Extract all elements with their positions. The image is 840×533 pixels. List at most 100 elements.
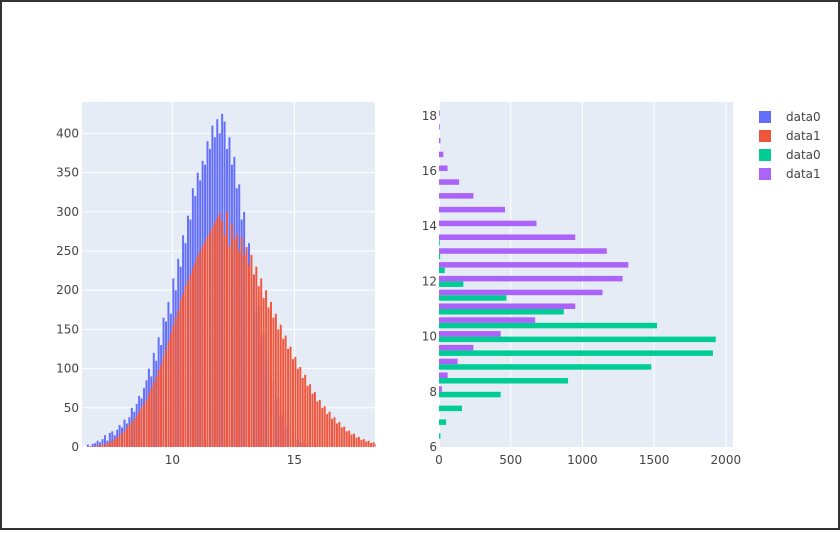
bar-data1[interactable]	[99, 445, 102, 447]
bar-data1[interactable]	[208, 232, 211, 447]
bar-data1[interactable]	[367, 440, 370, 447]
bar-data1[interactable]	[174, 317, 177, 447]
bar-data1[interactable]	[331, 418, 334, 447]
bar-data1[interactable]	[355, 437, 358, 447]
legend[interactable]: data0 data1 data0 data1	[759, 110, 821, 181]
bar-data1[interactable]	[306, 385, 309, 447]
bar-data1[interactable]	[213, 222, 216, 447]
legend-item-data1-red[interactable]: data1	[759, 129, 821, 143]
hbar-data1[interactable]	[439, 206, 505, 213]
hbar-data0[interactable]	[439, 405, 462, 412]
bar-data1[interactable]	[111, 440, 114, 447]
bar-data1[interactable]	[143, 403, 145, 447]
bar-data1[interactable]	[194, 261, 197, 447]
bar-data1[interactable]	[177, 309, 180, 447]
bar-data1[interactable]	[189, 274, 192, 448]
bar-data1[interactable]	[233, 239, 236, 447]
hbar-data1[interactable]	[439, 386, 442, 392]
bar-data1[interactable]	[372, 442, 375, 447]
bar-data1[interactable]	[262, 298, 265, 447]
bar-data1[interactable]	[218, 213, 221, 447]
hbar-data0[interactable]	[439, 309, 564, 315]
bar-data1[interactable]	[350, 434, 353, 447]
bar-data1[interactable]	[265, 290, 268, 447]
bar-data1[interactable]	[357, 436, 360, 447]
bar-data1[interactable]	[128, 425, 131, 447]
bar-data1[interactable]	[133, 418, 136, 447]
bar-data1[interactable]	[96, 445, 99, 447]
bar-data1[interactable]	[118, 435, 121, 447]
hbar-data1[interactable]	[439, 124, 440, 130]
bar-data0[interactable]	[111, 431, 114, 447]
bar-data1[interactable]	[240, 236, 243, 447]
bar-data1[interactable]	[138, 411, 141, 447]
hbar-data0[interactable]	[439, 281, 464, 287]
hbar-data1[interactable]	[439, 289, 603, 296]
bar-data1[interactable]	[272, 317, 275, 447]
bar-data0[interactable]	[101, 439, 104, 447]
bar-data1[interactable]	[201, 246, 204, 447]
bar-data1[interactable]	[340, 427, 343, 447]
hbar-data0[interactable]	[439, 295, 507, 301]
bar-data1[interactable]	[121, 432, 124, 447]
bar-data1[interactable]	[191, 268, 194, 447]
hbar-data1[interactable]	[439, 317, 536, 323]
bar-data1[interactable]	[223, 235, 226, 447]
bar-data1[interactable]	[167, 341, 170, 447]
hbar-data0[interactable]	[439, 336, 716, 343]
hbar-data1[interactable]	[439, 303, 576, 309]
bar-data1[interactable]	[333, 417, 336, 447]
bar-data1[interactable]	[282, 338, 285, 447]
hbar-data1[interactable]	[439, 248, 607, 254]
bar-data1[interactable]	[318, 399, 321, 447]
bar-data1[interactable]	[284, 335, 287, 447]
bar-data1[interactable]	[204, 241, 207, 447]
bar-data1[interactable]	[160, 364, 163, 447]
bar-data1[interactable]	[274, 313, 277, 447]
bar-data1[interactable]	[245, 247, 248, 447]
bar-data1[interactable]	[228, 247, 231, 447]
bar-data1[interactable]	[211, 227, 214, 447]
bar-data1[interactable]	[360, 439, 363, 447]
hbar-data0[interactable]	[439, 364, 652, 370]
bar-data1[interactable]	[362, 439, 365, 447]
bar-data1[interactable]	[113, 439, 116, 447]
bar-data1[interactable]	[248, 265, 250, 447]
hbar-data0[interactable]	[439, 419, 447, 425]
hbar-data1[interactable]	[439, 262, 629, 268]
bar-data1[interactable]	[267, 307, 270, 447]
bar-data1[interactable]	[116, 437, 119, 447]
bar-data1[interactable]	[152, 382, 155, 447]
legend-item-data0-green[interactable]: data0	[759, 148, 821, 162]
hbar-data1[interactable]	[439, 275, 623, 282]
bar-data1[interactable]	[179, 299, 182, 447]
bar-data1[interactable]	[291, 359, 294, 447]
bar-data1[interactable]	[221, 221, 224, 447]
bar-data1[interactable]	[103, 444, 106, 447]
hbar-data0[interactable]	[439, 391, 501, 398]
hbar-data0[interactable]	[439, 433, 441, 439]
bar-data1[interactable]	[123, 431, 126, 447]
bar-data1[interactable]	[89, 446, 92, 447]
bar-data1[interactable]	[250, 254, 253, 447]
bar-data1[interactable]	[125, 427, 128, 447]
bar-data1[interactable]	[313, 392, 316, 447]
bar-data1[interactable]	[206, 236, 209, 447]
bar-data1[interactable]	[338, 421, 341, 447]
bar-data0[interactable]	[103, 435, 106, 447]
hbar-data1[interactable]	[439, 110, 440, 116]
bar-data1[interactable]	[375, 443, 376, 447]
bar-data1[interactable]	[186, 280, 189, 447]
bar-data0[interactable]	[108, 432, 111, 447]
bar-data1[interactable]	[155, 376, 158, 447]
legend-item-data0-blue[interactable]: data0	[759, 110, 821, 124]
hbar-data0[interactable]	[439, 378, 569, 384]
bar-data1[interactable]	[365, 441, 368, 447]
bar-data0[interactable]	[86, 444, 89, 447]
bar-data1[interactable]	[140, 407, 143, 447]
bar-data1[interactable]	[135, 415, 138, 447]
bar-data1[interactable]	[328, 411, 331, 447]
bar-data1[interactable]	[106, 443, 109, 447]
hbar-data0[interactable]	[439, 253, 441, 260]
bar-data1[interactable]	[289, 346, 292, 447]
